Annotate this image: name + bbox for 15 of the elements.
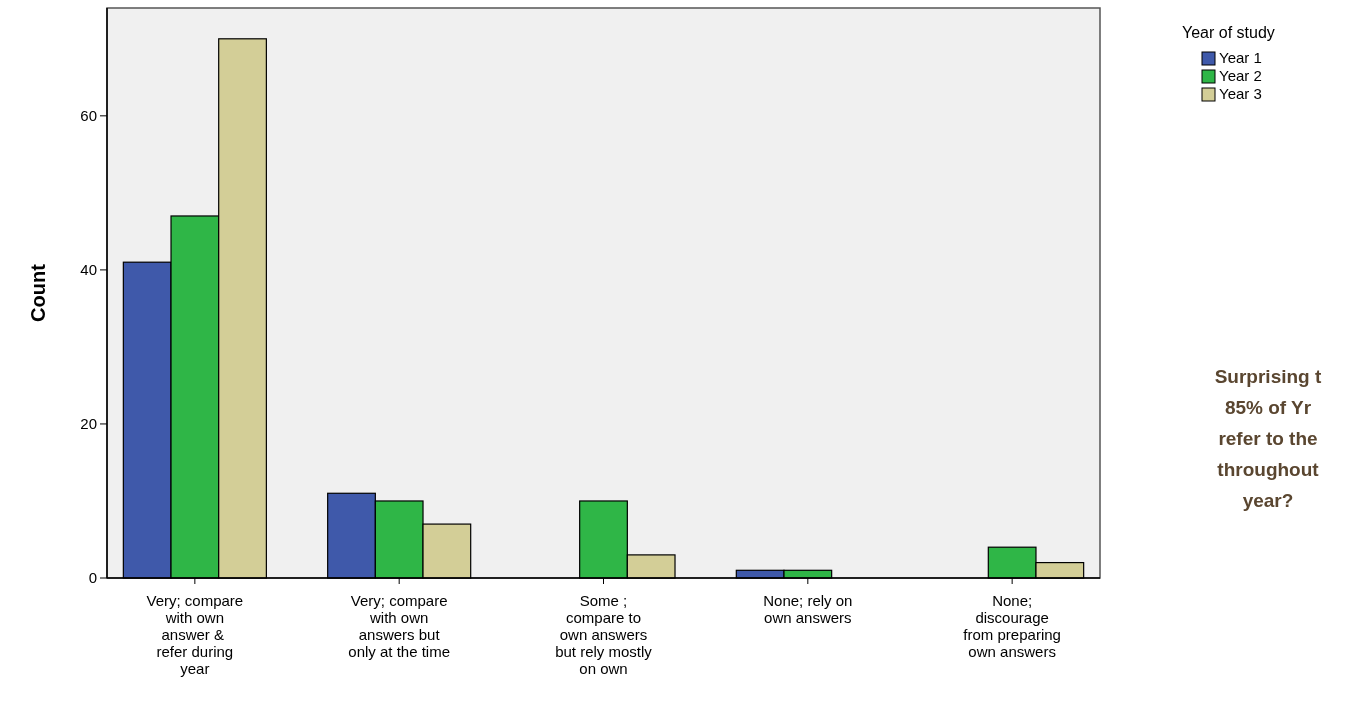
legend-label: Year 2 [1219, 67, 1262, 84]
text: Surprising t 85% of Yr refer to the throughout year? [1214, 366, 1322, 511]
legend-label: Year 3 [1219, 85, 1262, 102]
x-tick-label: Very; compare with own answer & refer during year [146, 592, 244, 677]
y-tick-label: 40 [80, 261, 97, 279]
y-tick-label: 0 [88, 569, 97, 587]
y-tick-label: 60 [80, 107, 97, 125]
legend-label: Year 1 [1219, 49, 1262, 66]
x-tick-label: None; discourage from preparing own answers [963, 592, 1061, 660]
x-tick-label: Some ; compare to own answers but rely mostly on own [555, 592, 653, 677]
y-tick-label: 20 [80, 415, 97, 433]
legend-title: Year of study [1182, 24, 1275, 41]
x-tick-label: Very; compare with own answers but only at the time [348, 592, 451, 660]
y-axis-title: Count [27, 263, 49, 322]
x-tick-label: None; rely on own answers [763, 592, 853, 626]
